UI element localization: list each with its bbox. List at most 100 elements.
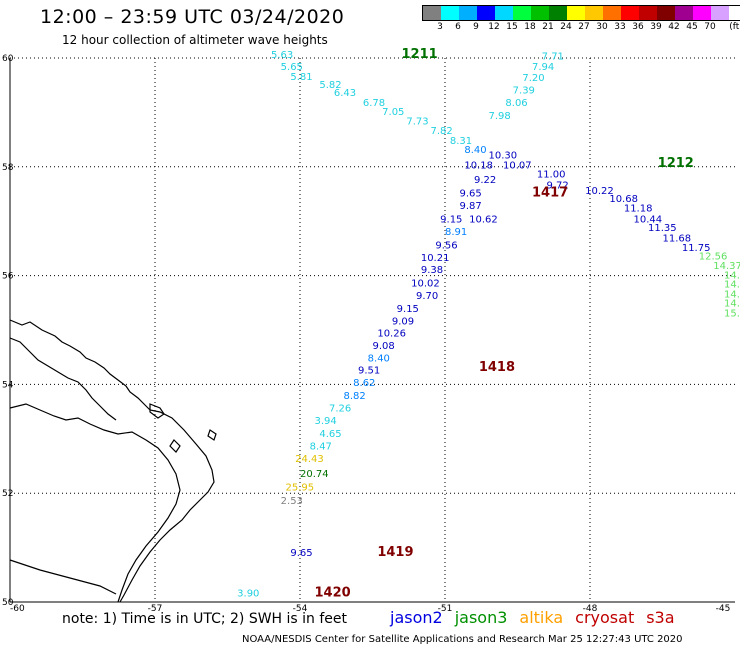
longitude-tick-label: -51	[438, 604, 453, 614]
pass-id-label: 1418	[479, 360, 515, 375]
wave-height-reading: 9.87	[460, 201, 482, 212]
colorbar-label: 27	[578, 22, 590, 32]
footer-credit: NOAA/NESDIS Center for Satellite Applica…	[242, 634, 683, 645]
wave-height-reading: 9.65	[290, 548, 312, 559]
wave-height-reading: 10.07	[503, 160, 532, 171]
colorbar-swatch	[675, 6, 693, 20]
colorbar-label: 42	[668, 22, 680, 32]
colorbar-swatch	[459, 6, 477, 20]
colorbar-label: 36	[632, 22, 644, 32]
wave-height-reading: 10.18	[464, 160, 493, 171]
wave-height-reading: 3.90	[237, 589, 259, 600]
wave-height-reading: 7.94	[532, 62, 554, 73]
wave-height-reading: 9.70	[416, 291, 438, 302]
colorbar-swatch	[567, 6, 585, 20]
colorbar-label: (ft)	[729, 22, 740, 32]
colorbar-swatch	[621, 6, 639, 20]
longitude-tick-label: -60	[10, 604, 25, 614]
wave-height-reading: 7.39	[513, 85, 535, 96]
wave-height-reading: 11.35	[648, 223, 677, 234]
colorbar-swatch	[477, 6, 495, 20]
legend-entry: altika	[519, 608, 564, 627]
wave-height-reading: 12.56	[699, 251, 728, 262]
colorbar-label: 15	[506, 22, 518, 32]
colorbar-swatch	[657, 6, 675, 20]
wave-height-reading: 15.	[724, 308, 740, 319]
wave-height-reading: 7.73	[406, 116, 428, 127]
wave-height-reading: 9.65	[460, 189, 482, 200]
wave-height-reading: 9.15	[397, 304, 419, 315]
wave-height-reading: 7.20	[522, 73, 544, 84]
satellite-legend: jason2 jason3 altika cryosat s3a	[390, 608, 687, 627]
wave-height-reading: 8.82	[344, 391, 366, 402]
pass-id-label: 1212	[658, 156, 694, 171]
colorbar-label: 70	[704, 22, 716, 32]
colorbar-swatch	[585, 6, 603, 20]
wave-height-reading: 14.29	[724, 270, 740, 281]
wave-height-reading: 10.26	[377, 329, 406, 340]
wave-height-reading: 7.71	[542, 52, 564, 63]
wave-height-reading: 9.08	[373, 341, 395, 352]
footer-note: note: 1) Time is in UTC; 2) SWH is in fe…	[62, 611, 348, 627]
longitude-tick-label: -48	[583, 604, 598, 614]
legend-entry: jason3	[454, 608, 508, 627]
map-frame	[9, 58, 735, 603]
wave-height-reading: 6.43	[334, 88, 356, 99]
latitude-tick-label: 60	[2, 54, 14, 64]
wave-height-reading: 10.44	[634, 214, 663, 225]
latitude-tick-label: 56	[2, 272, 14, 282]
latitude-tick-label: 50	[2, 598, 14, 608]
map-title: 12:00 – 23:59 UTC 03/24/2020	[40, 6, 345, 28]
wave-height-reading: 8.06	[505, 98, 527, 109]
wave-height-readings: 5.635.655.81 5.826.43 6.787.057.737.828.31…	[237, 50, 740, 600]
wave-height-reading: 14.37	[713, 261, 740, 272]
colorbar-label: 39	[650, 22, 662, 32]
colorbar-label: 21	[542, 22, 554, 32]
pass-id-label: 1417	[532, 186, 568, 201]
wave-height-reading: 10.62	[469, 214, 498, 225]
wave-height-reading: 9.72	[547, 181, 569, 192]
latitude-tick-label: 52	[2, 489, 13, 499]
wave-height-reading: 10.68	[609, 194, 638, 205]
wave-height-reading: 5.82	[319, 80, 341, 91]
graticule	[10, 57, 735, 602]
colorbar-label: 33	[614, 22, 626, 32]
wave-height-reading: 14.00	[724, 280, 740, 291]
wave-height-reading: 8.40	[464, 145, 486, 156]
legend-entry: jason2	[390, 608, 443, 627]
pass-id-label: 1420	[315, 586, 351, 601]
wave-height-reading: 8.47	[310, 442, 332, 453]
colorbar-swatches	[422, 5, 740, 21]
wave-height-reading: 7.26	[329, 404, 351, 415]
wave-height-reading: 5.63	[271, 50, 293, 61]
colorbar-swatch	[441, 6, 459, 20]
colorbar-label: 12	[488, 22, 500, 32]
longitude-tick-label: -57	[148, 604, 163, 614]
latitude-tick-label: 54	[2, 380, 14, 390]
colorbar-swatch	[639, 6, 657, 20]
wave-height-reading: 20.74	[300, 469, 329, 480]
colorbar-swatch	[531, 6, 549, 20]
longitude-tick-label: -54	[293, 604, 308, 614]
wave-height-reading: 5.81	[290, 72, 312, 83]
wave-height-reading: 7.82	[431, 126, 453, 137]
colorbar-label: 3	[437, 22, 443, 32]
wave-height-reading: 25.95	[286, 482, 315, 493]
wave-height-reading: 2.53	[281, 496, 303, 507]
wave-height-reading: 4.65	[319, 429, 341, 440]
wave-height-reading: 8.31	[450, 136, 472, 147]
coastline	[9, 319, 217, 603]
latitude-tick-label: 58	[2, 163, 14, 173]
colorbar-swatch	[729, 6, 740, 20]
latitude-labels: 60 58 56 54 52 50	[2, 54, 14, 608]
map-subtitle: 12 hour collection of altimeter wave hei…	[62, 33, 328, 47]
pass-id-label: 1419	[377, 545, 413, 560]
pass-id-label: 1211	[402, 47, 438, 62]
wave-height-reading: 10.22	[585, 186, 614, 197]
colorbar-swatch	[423, 6, 441, 20]
wave-height-reading: 11.00	[537, 170, 566, 181]
wave-height-reading: 7.98	[489, 111, 511, 122]
wave-height-reading: 14.37	[724, 289, 740, 300]
wave-height-reading: 8.40	[368, 354, 390, 365]
